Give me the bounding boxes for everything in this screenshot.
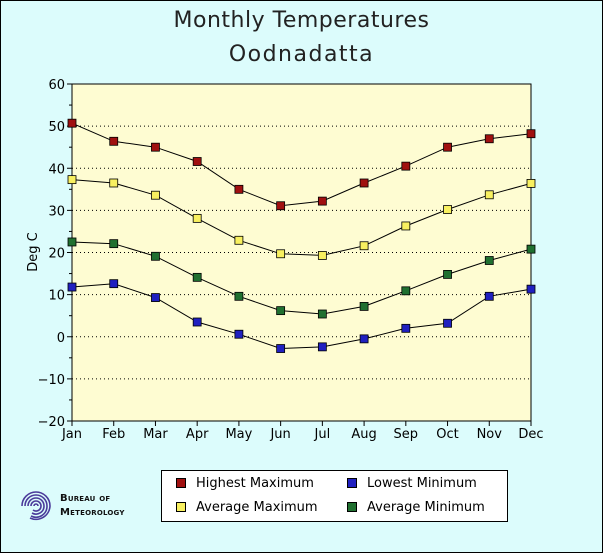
point-average-maximum — [526, 179, 536, 188]
point-lowest-minimum — [401, 323, 411, 333]
point-average-maximum — [443, 205, 452, 214]
point-average-minimum — [401, 286, 411, 296]
point-highest-maximum — [401, 161, 411, 171]
x-tick-label: Oct — [436, 427, 458, 442]
legend-item-lowest-minimum: Lowest Minimum — [347, 476, 477, 492]
point-lowest-minimum — [109, 279, 119, 289]
legend: Highest Maximum Lowest Minimum Average M… — [161, 470, 508, 522]
point-lowest-minimum — [234, 329, 244, 339]
point-lowest-minimum — [276, 344, 286, 353]
y-tick-label: 40 — [48, 162, 65, 177]
x-tick-label: Jul — [314, 427, 331, 442]
x-tick-label: Aug — [351, 427, 376, 442]
point-average-maximum — [484, 190, 494, 200]
point-average-minimum — [151, 251, 160, 261]
x-tick-label: Dec — [518, 427, 543, 442]
point-average-maximum — [276, 249, 286, 259]
series-line-average-maximum — [71, 179, 532, 256]
point-lowest-minimum — [443, 318, 452, 328]
point-average-maximum — [192, 213, 202, 223]
point-lowest-minimum — [317, 342, 327, 352]
point-average-minimum — [443, 270, 452, 279]
bureau-of-meteorology-logo: Bureau of Meteorology — [18, 488, 158, 528]
point-average-maximum — [234, 235, 244, 245]
point-highest-maximum — [234, 184, 244, 194]
y-tick-label: −20 — [38, 415, 65, 430]
y-tick-label: 10 — [48, 289, 65, 304]
point-lowest-minimum — [526, 284, 536, 294]
x-tick-label: Nov — [477, 427, 503, 442]
point-average-maximum — [67, 175, 77, 185]
point-highest-maximum — [484, 134, 494, 144]
point-average-minimum — [234, 291, 244, 301]
y-tick-label: 50 — [48, 120, 65, 135]
legend-swatch-average-maximum — [176, 501, 186, 512]
point-average-minimum — [526, 244, 536, 254]
legend-swatch-lowest-minimum — [347, 477, 357, 488]
point-lowest-minimum — [484, 291, 494, 301]
legend-swatch-average-minimum — [347, 501, 357, 512]
point-average-minimum — [109, 239, 119, 249]
point-lowest-minimum — [151, 293, 160, 302]
legend-swatch-highest-maximum — [176, 477, 186, 488]
series-line-highest-maximum — [71, 122, 532, 207]
point-highest-maximum — [109, 136, 119, 146]
series-line-average-minimum — [71, 241, 532, 315]
logo-text: Bureau of Meteorology — [60, 492, 125, 520]
x-tick-label: Apr — [186, 427, 209, 442]
point-highest-maximum — [359, 178, 369, 188]
swirl-icon — [21, 491, 51, 521]
y-tick-label: 0 — [57, 331, 65, 346]
logo-line-1: Bureau of — [60, 493, 111, 504]
point-highest-maximum — [67, 118, 77, 128]
x-tick-label: Sep — [394, 427, 419, 442]
point-highest-maximum — [192, 157, 202, 166]
point-average-minimum — [67, 237, 77, 247]
point-average-maximum — [359, 241, 369, 251]
legend-label: Average Maximum — [196, 500, 318, 515]
chart-title: Monthly Temperatures — [173, 8, 430, 33]
point-highest-maximum — [317, 196, 327, 206]
point-average-maximum — [317, 251, 327, 260]
series-line-lowest-minimum — [71, 283, 532, 350]
x-tick-label: Mar — [143, 427, 168, 442]
legend-label: Average Minimum — [367, 500, 485, 515]
point-average-minimum — [317, 309, 327, 319]
point-average-maximum — [109, 178, 119, 188]
legend-item-average-minimum: Average Minimum — [347, 500, 485, 516]
x-tick-label: Jan — [61, 427, 82, 442]
x-tick-label: May — [225, 427, 252, 442]
point-average-maximum — [151, 190, 160, 200]
point-lowest-minimum — [359, 334, 369, 344]
point-highest-maximum — [151, 142, 160, 152]
y-tick-label: 30 — [48, 204, 65, 219]
point-average-minimum — [192, 272, 202, 282]
point-average-minimum — [359, 302, 369, 311]
point-lowest-minimum — [192, 317, 202, 327]
point-highest-maximum — [276, 201, 286, 211]
logo-line-2: Meteorology — [60, 507, 125, 518]
x-tick-label: Jun — [269, 427, 290, 442]
point-highest-maximum — [443, 142, 452, 152]
y-axis-label: Deg C — [26, 232, 41, 271]
y-tick-label: −10 — [38, 373, 65, 388]
x-tick-label: Feb — [102, 427, 125, 442]
legend-label: Highest Maximum — [196, 476, 314, 491]
y-tick-label: 20 — [48, 247, 65, 262]
legend-item-average-maximum: Average Maximum — [176, 500, 318, 516]
point-highest-maximum — [526, 129, 536, 139]
y-tick-label: 60 — [48, 78, 65, 93]
legend-label: Lowest Minimum — [367, 476, 477, 491]
point-average-minimum — [276, 306, 286, 316]
legend-item-highest-maximum: Highest Maximum — [176, 476, 314, 492]
chart-subtitle: Oodnadatta — [228, 42, 375, 67]
point-lowest-minimum — [67, 282, 77, 292]
point-average-maximum — [401, 221, 411, 231]
point-average-minimum — [484, 256, 494, 265]
